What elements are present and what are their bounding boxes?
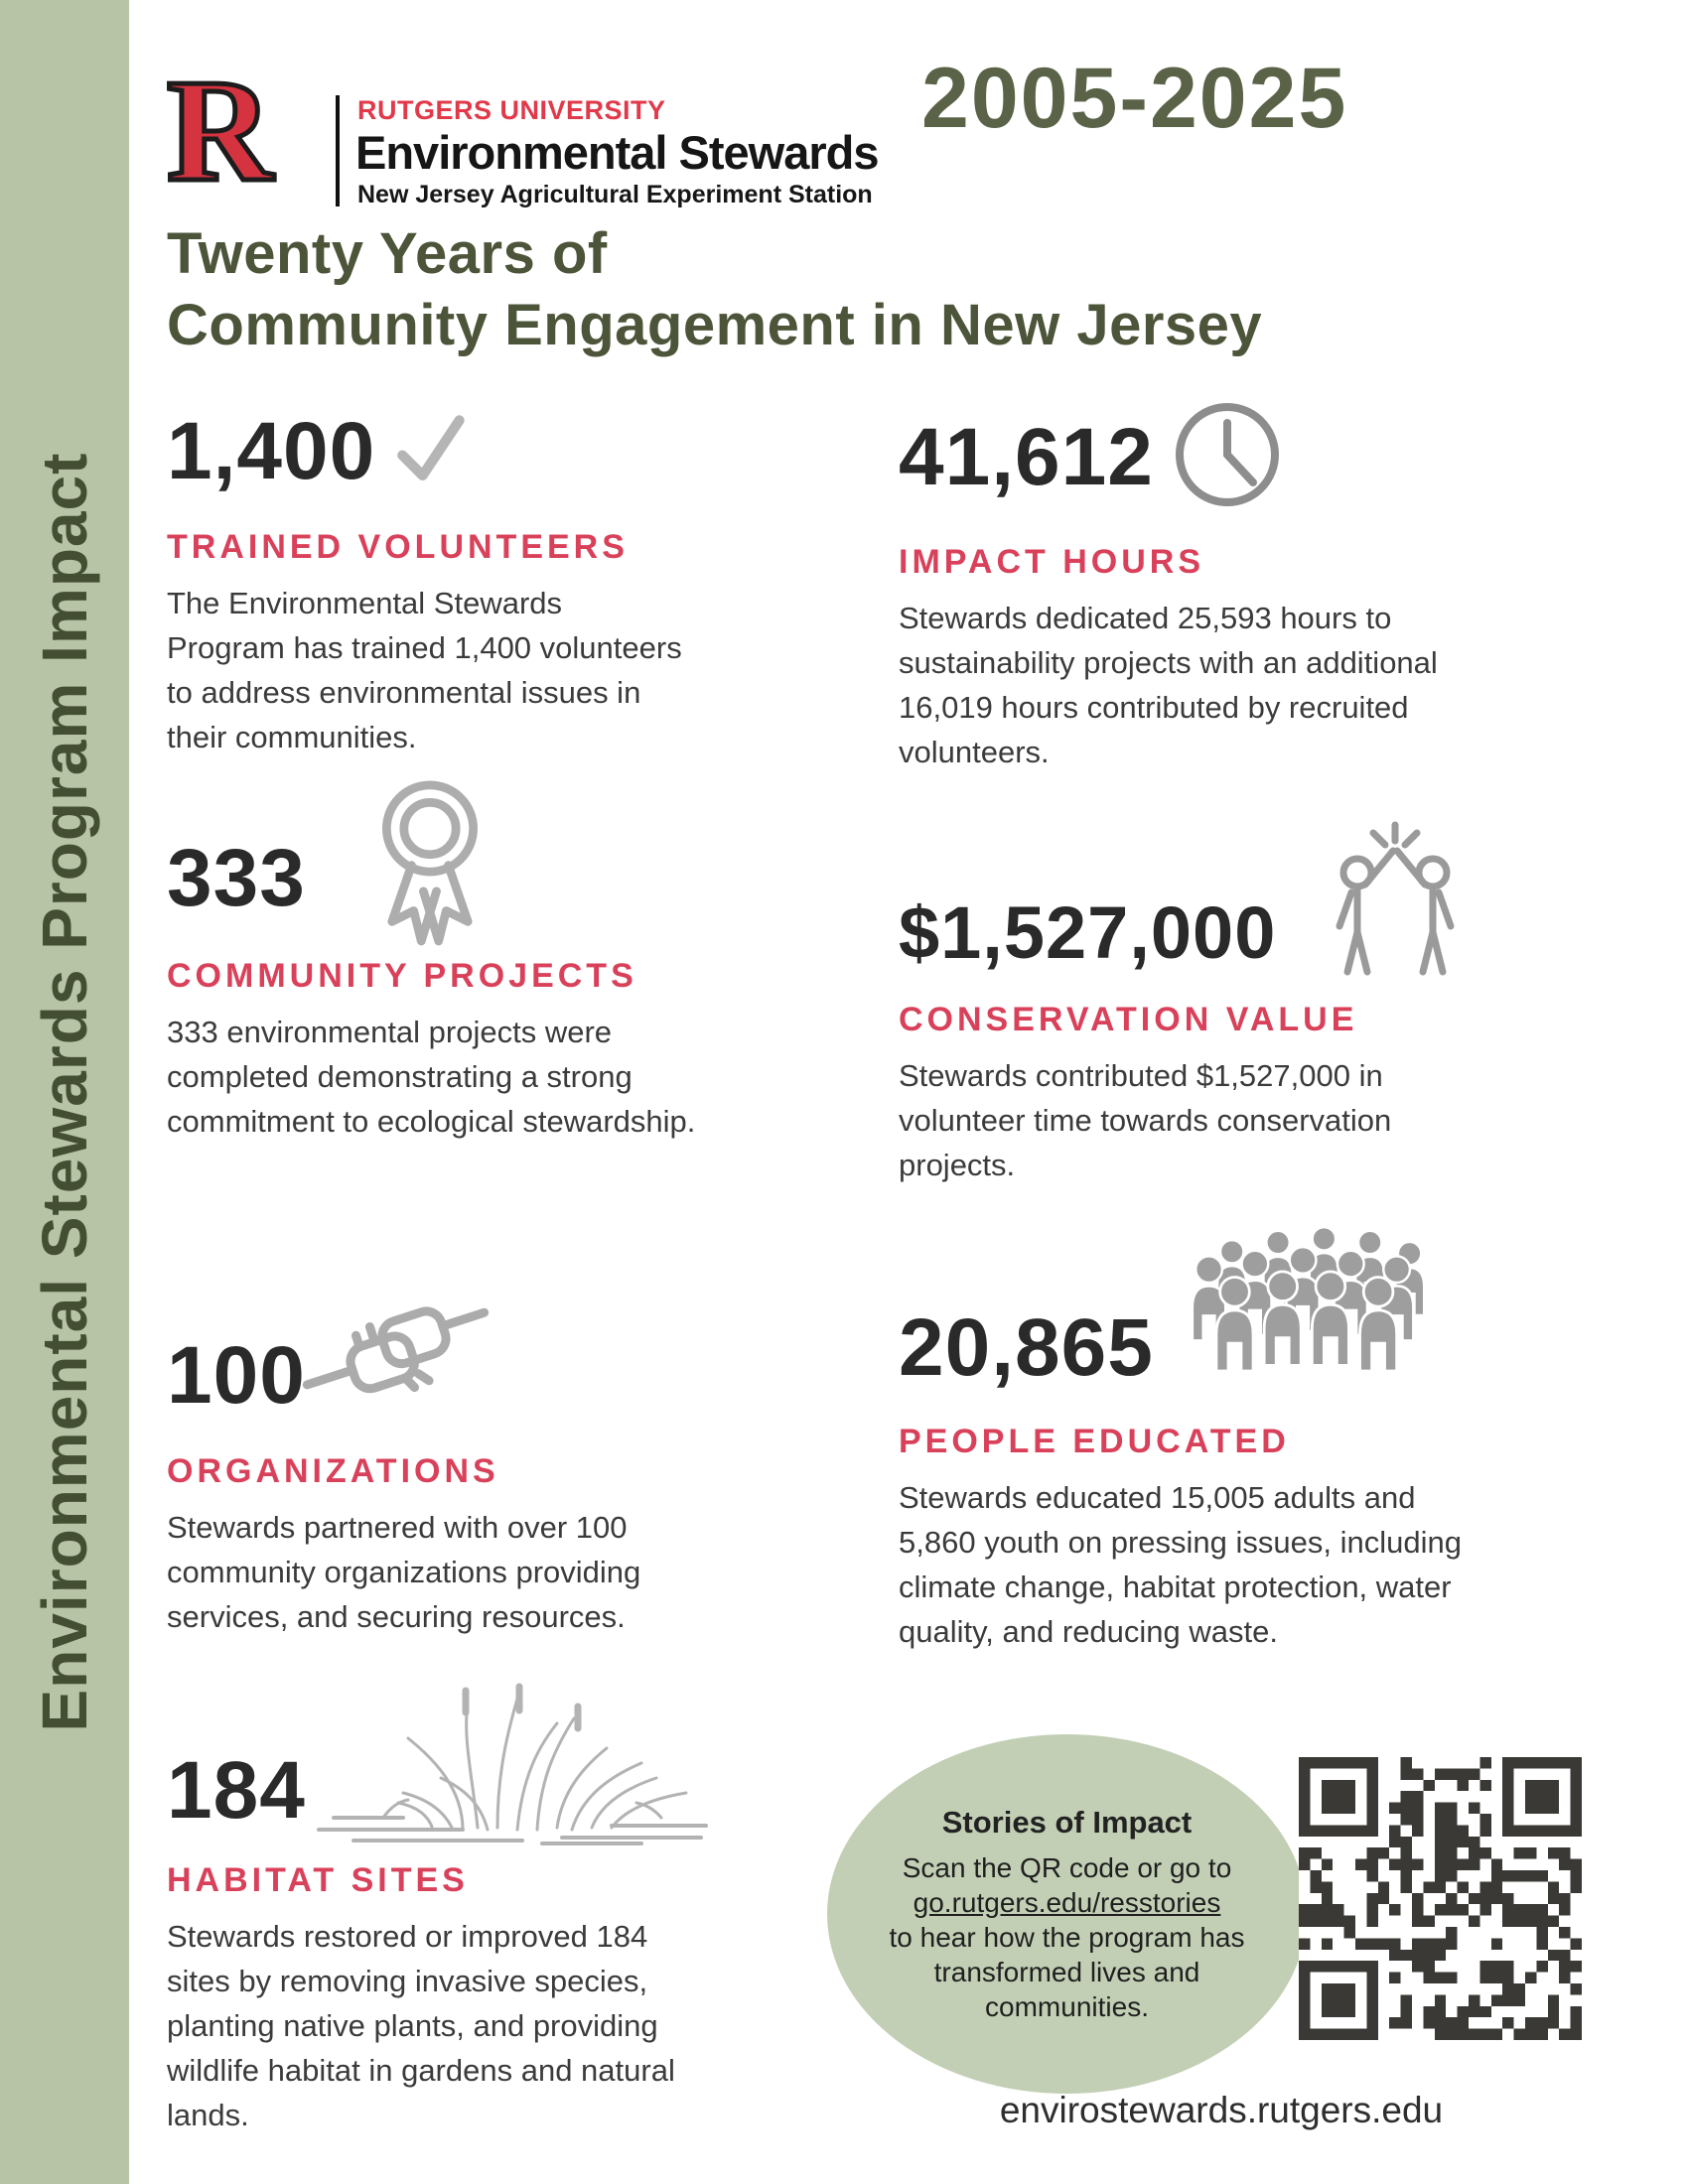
rutgers-r-logo: R xyxy=(165,50,276,212)
stories-of-impact-card: Stories of Impact Scan the QR code or go… xyxy=(827,1734,1307,2094)
stories-text-before: Scan the QR code or go to xyxy=(902,1851,1232,1883)
stat-description: Stewards partnered with over 100 communi… xyxy=(167,1510,641,1634)
stories-link[interactable]: go.rutgers.edu/resstories xyxy=(913,1886,1221,1918)
stat-value: 41,612 xyxy=(899,411,1154,502)
stat-description: Stewards contributed $1,527,000 in volun… xyxy=(899,1058,1392,1182)
stories-title: Stories of Impact xyxy=(941,1804,1193,1840)
stat-trained-volunteers: 1,400 TRAINED VOLUNTEERS The Environment… xyxy=(167,405,683,759)
stat-habitat-sites: 184 HABITAT SITES Stewards restored or i… xyxy=(167,1683,708,2137)
station-name: New Jersey Agricultural Experiment Stati… xyxy=(357,181,873,208)
handshake-icon xyxy=(294,1274,502,1447)
award-ribbon-icon xyxy=(370,776,490,968)
clock-icon xyxy=(1172,399,1283,515)
stat-label: TRAINED VOLUNTEERS xyxy=(167,528,629,566)
crowd-icon xyxy=(1179,1220,1442,1414)
stat-value: 1,400 xyxy=(167,406,376,496)
stat-description: Stewards dedicated 25,593 hours to susta… xyxy=(899,601,1438,769)
stat-description: Stewards educated 15,005 adults and 5,86… xyxy=(899,1480,1462,1649)
page-title: Twenty Years of Community Engagement in … xyxy=(167,218,1262,361)
stat-label: IMPACT HOURS xyxy=(899,543,1205,581)
stat-conservation-value: $1,527,000 CONSERVATION VALUE Stewards c… xyxy=(899,821,1479,1187)
stories-text: Scan the QR code or go to go.rutgers.edu… xyxy=(869,1850,1265,2024)
years-range: 2005-2025 xyxy=(921,51,1348,146)
page-title-line1: Twenty Years of xyxy=(167,221,608,286)
stat-label: COMMUNITY PROJECTS xyxy=(167,957,637,995)
logo-divider xyxy=(336,95,340,206)
stat-value: 100 xyxy=(167,1330,306,1421)
stat-label: CONSERVATION VALUE xyxy=(899,1001,1358,1038)
stat-description: Stewards restored or improved 184 sites … xyxy=(167,1919,675,2132)
website-url: envirostewards.rutgers.edu xyxy=(999,2090,1444,2130)
stat-value: 333 xyxy=(167,833,306,923)
stat-impact-hours: 41,612 IMPACT HOURS Stewards dedicated 2… xyxy=(899,399,1470,774)
checkmark-icon xyxy=(393,413,467,491)
stat-value: 184 xyxy=(167,1745,306,1836)
sidebar-vertical-title: Environmental Stewards Program Impact xyxy=(29,452,100,1732)
stat-label: HABITAT SITES xyxy=(167,1861,469,1899)
program-name: Environmental Stewards xyxy=(355,126,879,179)
stat-people-educated: 20,865 PEOPLE EDUCATED Stewards educated… xyxy=(899,1226,1479,1654)
stat-description: 333 environmental projects were complete… xyxy=(167,1015,696,1139)
stat-value: 20,865 xyxy=(899,1302,1154,1393)
sidebar: Environmental Stewards Program Impact xyxy=(0,0,129,2184)
stat-label: ORGANIZATIONS xyxy=(167,1452,499,1490)
stat-value: $1,527,000 xyxy=(899,891,1277,974)
stat-label: PEOPLE EDUCATED xyxy=(899,1423,1290,1460)
stat-community-projects: 333 COMMUNITY PROJECTS 333 environmental… xyxy=(167,776,703,1144)
stories-text-after: to hear how the program has transformed … xyxy=(889,1921,1245,2022)
qr-code xyxy=(1299,1757,1582,2040)
grass-icon xyxy=(314,1679,711,1854)
page-title-line2: Community Engagement in New Jersey xyxy=(167,293,1263,357)
high-five-icon xyxy=(1316,815,1475,989)
university-name: RUTGERS UNIVERSITY xyxy=(357,95,666,125)
stat-description: The Environmental Stewards Program has t… xyxy=(167,586,682,754)
stat-organizations: 100 ORGANIZATIONS Stewards partnered wit… xyxy=(167,1278,703,1639)
